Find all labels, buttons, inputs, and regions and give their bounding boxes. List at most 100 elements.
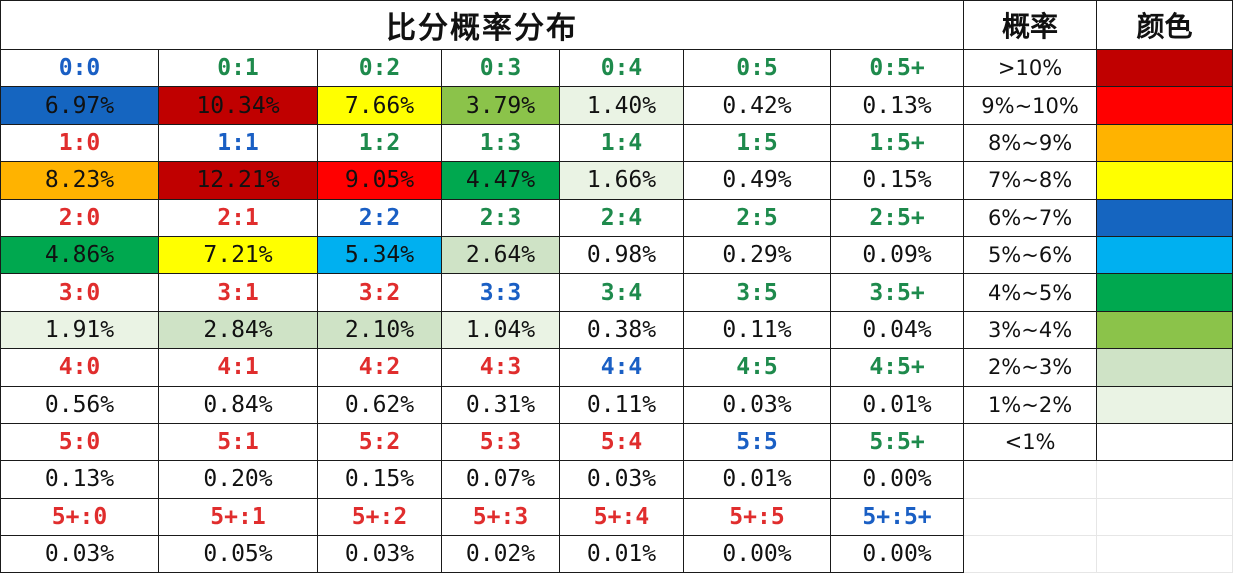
probability-cell: 2.64% [441, 235, 560, 275]
score-row: 5:0 5:1 5:2 5:3 5:4 5:5 5:5+ <1% [0, 422, 1234, 462]
score-row: 2:0 2:1 2:2 2:3 2:4 2:5 2:5+ 6%~7% [0, 198, 1234, 237]
probability-cell: 0.38% [559, 310, 684, 350]
score-label: 0:3 [441, 48, 560, 88]
legend-swatch [1096, 385, 1234, 424]
score-label: 1:0 [0, 123, 159, 163]
legend-swatch [1096, 198, 1234, 237]
probability-row: 1.91% 2.84% 2.10% 1.04% 0.38% 0.11% 0.04% 3%~4% [0, 310, 1234, 350]
legend-range: <1% [963, 422, 1098, 462]
probability-cell: 2.10% [317, 310, 442, 350]
probability-cell: 0.03% [559, 460, 684, 499]
legend-range: >10% [963, 48, 1098, 88]
score-label: 1:4 [559, 123, 684, 163]
probability-cell: 3.79% [441, 86, 560, 125]
legend-range: 1%~2% [963, 385, 1098, 424]
score-label: 4:0 [0, 348, 159, 387]
probability-cell: 6.97% [0, 86, 159, 125]
score-label: 4:5 [683, 348, 831, 387]
probability-cell: 5.34% [317, 235, 442, 275]
score-label: 2:3 [441, 198, 560, 237]
probability-cell: 0.11% [559, 385, 684, 424]
probability-cell: 0.00% [829, 535, 965, 574]
score-label: 5+:5+ [829, 497, 965, 537]
probability-row: 0.13% 0.20% 0.15% 0.07% 0.03% 0.01% 0.00% [0, 460, 1234, 499]
probability-cell: 1.91% [0, 310, 159, 350]
score-label: 5:2 [317, 422, 442, 462]
legend-swatch [1096, 123, 1234, 163]
score-row: 3:0 3:1 3:2 3:3 3:4 3:5 3:5+ 4%~5% [0, 273, 1234, 312]
probability-row: 8.23% 12.21% 9.05% 4.47% 1.66% 0.49% 0.15% 7%~8… [0, 161, 1234, 200]
score-row: 5+:0 5+:1 5+:2 5+:3 5+:4 5+:5 5+:5+ [0, 497, 1234, 537]
score-label: 2:5 [683, 198, 831, 237]
probability-cell: 7.21% [158, 235, 318, 275]
score-label: 1:1 [158, 123, 318, 163]
probability-cell: 0.01% [829, 385, 965, 424]
score-label: 4:3 [441, 348, 560, 387]
score-label: 1:3 [441, 123, 560, 163]
probability-cell: 0.04% [829, 310, 965, 350]
probability-cell: 4.86% [0, 235, 159, 275]
score-label: 0:4 [559, 48, 684, 88]
score-label: 1:2 [317, 123, 442, 163]
score-label: 5+:4 [559, 497, 684, 537]
probability-cell: 0.15% [317, 460, 442, 499]
probability-cell: 0.84% [158, 385, 318, 424]
empty-cell [963, 497, 1098, 537]
score-label: 2:5+ [829, 198, 965, 237]
probability-cell: 0.03% [0, 535, 159, 574]
probability-cell: 0.02% [441, 535, 560, 574]
score-label: 5+:5 [683, 497, 831, 537]
legend-swatch [1096, 273, 1234, 312]
probability-row: 6.97% 10.34% 7.66% 3.79% 1.40% 0.42% 0.13% 9%~1… [0, 86, 1234, 125]
probability-cell: 0.03% [683, 385, 831, 424]
score-label: 4:5+ [829, 348, 965, 387]
score-label: 1:5+ [829, 123, 965, 163]
legend-swatch [1096, 348, 1234, 387]
score-label: 0:5 [683, 48, 831, 88]
probability-cell: 1.40% [559, 86, 684, 125]
legend-swatch [1096, 310, 1234, 350]
legend-swatch [1096, 235, 1234, 275]
probability-cell: 4.47% [441, 161, 560, 200]
score-label: 3:2 [317, 273, 442, 312]
probability-row: 4.86% 7.21% 5.34% 2.64% 0.98% 0.29% 0.09% 5%~6% [0, 235, 1234, 275]
score-label: 0:0 [0, 48, 159, 88]
score-label: 5:5 [683, 422, 831, 462]
probability-cell: 0.05% [158, 535, 318, 574]
score-label: 0:2 [317, 48, 442, 88]
probability-cell: 7.66% [317, 86, 442, 125]
probability-cell: 1.66% [559, 161, 684, 200]
probability-cell: 0.01% [683, 460, 831, 499]
probability-cell: 1.04% [441, 310, 560, 350]
score-label: 5+:1 [158, 497, 318, 537]
probability-cell: 0.13% [829, 86, 965, 125]
score-label: 3:5 [683, 273, 831, 312]
score-label: 1:5 [683, 123, 831, 163]
score-label: 4:2 [317, 348, 442, 387]
score-label: 5+:2 [317, 497, 442, 537]
score-label: 2:0 [0, 198, 159, 237]
probability-cell: 9.05% [317, 161, 442, 200]
header-row: 比分概率分布 概率 颜色 [0, 0, 1234, 50]
probability-cell: 12.21% [158, 161, 318, 200]
color-column-header: 颜色 [1096, 0, 1234, 50]
probability-cell: 0.15% [829, 161, 965, 200]
probability-cell: 0.29% [683, 235, 831, 275]
legend-range: 5%~6% [963, 235, 1098, 275]
score-label: 3:1 [158, 273, 318, 312]
legend-swatch [1096, 161, 1234, 200]
probability-cell: 0.03% [317, 535, 442, 574]
empty-cell [963, 460, 1098, 499]
score-label: 3:4 [559, 273, 684, 312]
probability-cell: 0.31% [441, 385, 560, 424]
score-label: 5:5+ [829, 422, 965, 462]
probability-cell: 0.13% [0, 460, 159, 499]
probability-cell: 8.23% [0, 161, 159, 200]
probability-cell: 0.42% [683, 86, 831, 125]
legend-range: 6%~7% [963, 198, 1098, 237]
empty-cell [1096, 460, 1234, 499]
legend-range: 2%~3% [963, 348, 1098, 387]
legend-swatch [1096, 86, 1234, 125]
score-label: 3:3 [441, 273, 560, 312]
probability-cell: 0.98% [559, 235, 684, 275]
